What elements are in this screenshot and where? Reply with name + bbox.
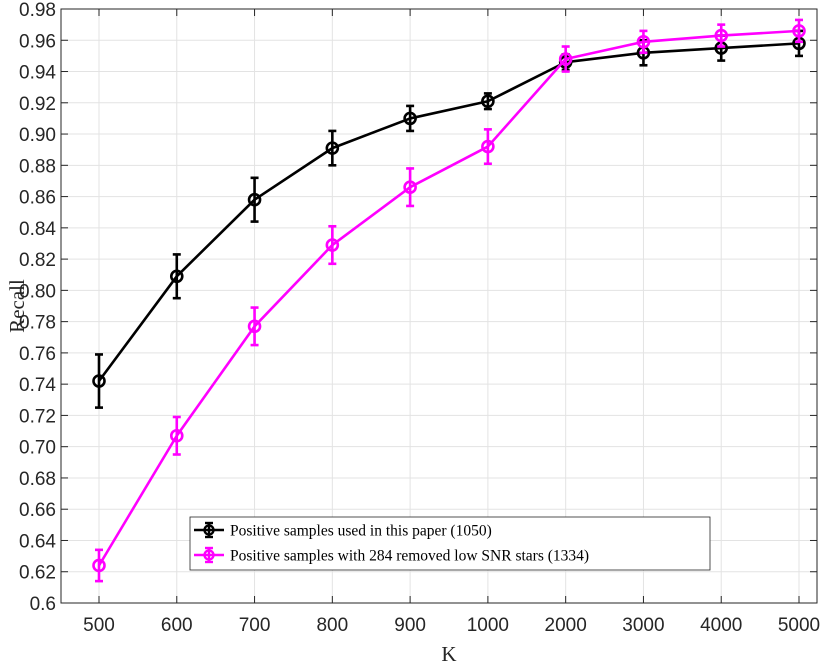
data-point (558, 52, 573, 66)
series-line-2 (97, 29, 800, 567)
x-tick-label: 5000 (778, 615, 820, 636)
grid (61, 8, 817, 604)
y-tick-label: 0.76 (19, 344, 56, 365)
legend-label: Positive samples used in this paper (105… (230, 523, 492, 540)
y-tick-label: 0.6 (30, 594, 56, 615)
data-point (92, 558, 106, 573)
x-tick-label: 600 (161, 615, 193, 636)
y-tick-label: 0.68 (19, 469, 56, 490)
x-tick-label: 3000 (622, 615, 664, 636)
data-point (714, 28, 729, 43)
legend-entries: Positive samples used in this paper (105… (194, 521, 589, 565)
y-tick-label: 0.80 (19, 281, 56, 302)
series-group (92, 18, 806, 583)
legend-box (189, 516, 711, 571)
plot-frame (60, 8, 818, 604)
data-point (325, 238, 340, 252)
x-tick-label: 700 (239, 615, 271, 636)
x-tick-label: 800 (316, 615, 348, 636)
legend: Positive samples used in this paper (105… (189, 516, 711, 571)
data-point (247, 319, 262, 334)
y-tick-label: 0.92 (19, 94, 56, 115)
y-tick-label: 0.88 (19, 156, 56, 177)
y-tick-label: 0.96 (19, 31, 56, 52)
data-point (636, 35, 651, 49)
y-tick-label: 0.94 (19, 63, 56, 84)
x-tick-label: 500 (83, 615, 115, 636)
data-point (169, 428, 184, 443)
data-point (481, 139, 495, 154)
y-tick-label: 0.70 (19, 438, 56, 459)
data-point (325, 141, 340, 155)
data-point (403, 180, 417, 194)
x-tick-label: 4000 (700, 615, 742, 636)
y-tick-label: 0.64 (19, 531, 56, 552)
data-point (403, 111, 417, 126)
y-axis: 0.6 0.62 0.64 0.66 0.68 0.70 0.72 0.74 0.76 0.78 0… (19, 0, 817, 615)
y-tick-label: 0.82 (19, 250, 56, 271)
x-tick-label: 1000 (467, 615, 509, 636)
y-tick-label: 0.84 (19, 219, 56, 240)
y-tick-label: 0.74 (19, 375, 56, 396)
y-axis-title: Recall (5, 279, 29, 333)
legend-label: Positive samples with 284 removed low SN… (230, 548, 589, 565)
legend-marker (203, 524, 215, 536)
data-point (169, 269, 184, 284)
series-line-1 (97, 42, 800, 382)
y-tick-label: 0.62 (19, 563, 56, 584)
x-axis: 500 600 700 800 900 1000 2000 3000 4000 5000 (83, 9, 820, 636)
x-axis-title: K (441, 642, 456, 666)
x-tick-label: 900 (394, 615, 426, 636)
y-tick-label: 0.78 (19, 313, 56, 334)
y-tick-label: 0.90 (19, 125, 56, 146)
y-tick-label: 0.72 (19, 406, 56, 427)
data-point (792, 24, 806, 38)
legend-marker (203, 549, 215, 561)
y-tick-label: 0.66 (19, 500, 56, 521)
y-tick-label: 0.98 (19, 0, 56, 21)
plot-area (61, 9, 817, 603)
data-point (92, 374, 106, 388)
x-tick-label: 2000 (545, 615, 587, 636)
data-point (481, 94, 495, 109)
y-tick-label: 0.86 (19, 188, 56, 209)
data-point (247, 192, 262, 207)
